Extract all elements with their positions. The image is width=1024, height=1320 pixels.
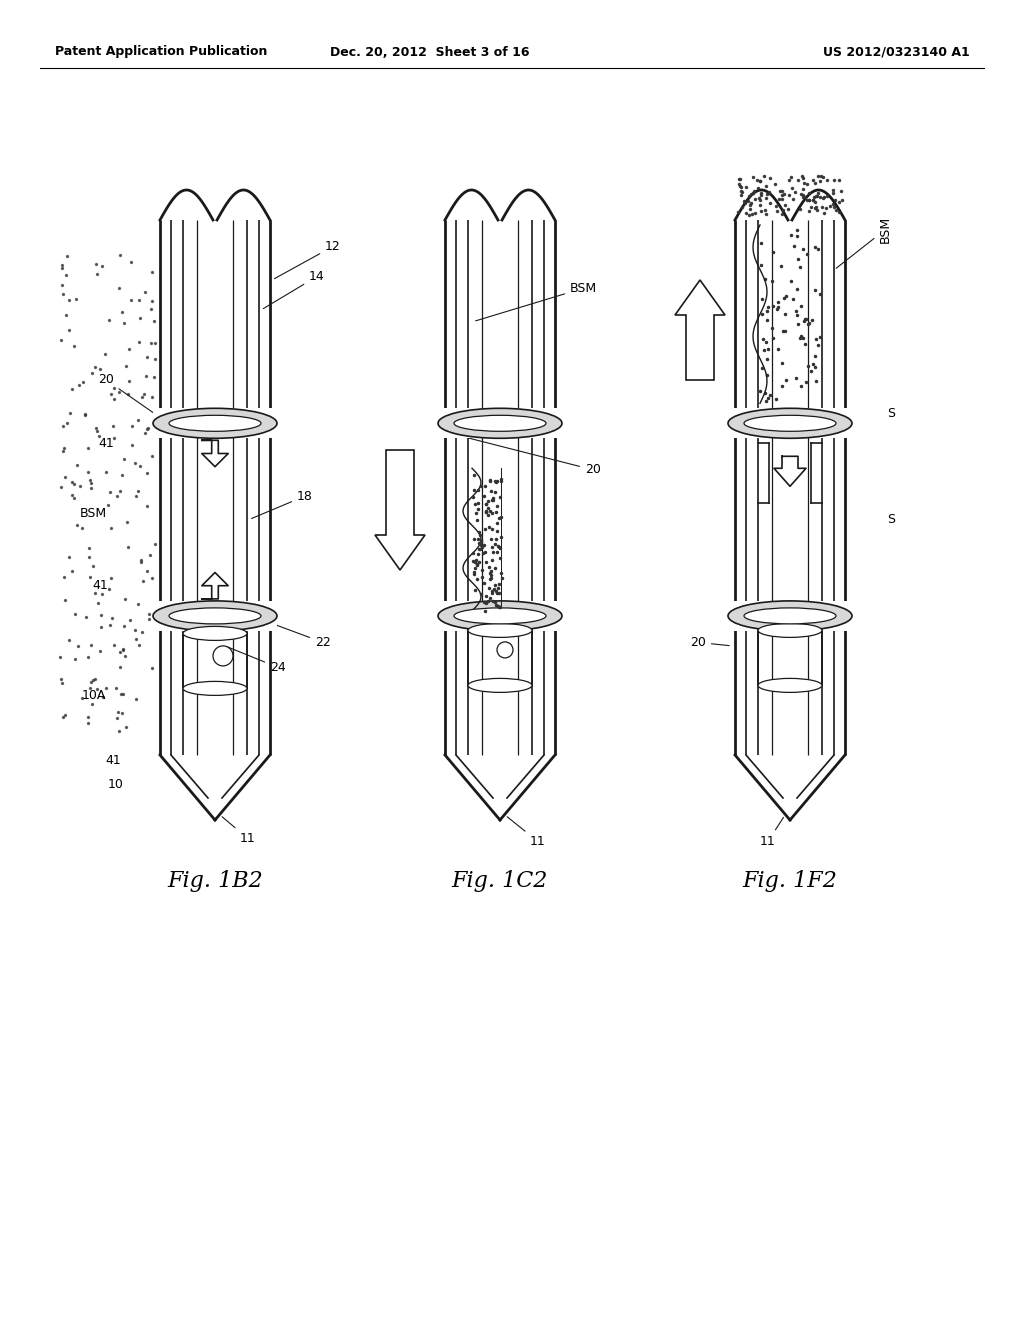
Ellipse shape (454, 416, 546, 432)
Ellipse shape (153, 601, 278, 631)
Text: 18: 18 (252, 490, 313, 519)
Circle shape (497, 642, 513, 657)
Ellipse shape (744, 416, 836, 432)
Text: BSM: BSM (837, 216, 892, 268)
Text: Patent Application Publication: Patent Application Publication (55, 45, 267, 58)
Ellipse shape (169, 609, 261, 624)
Text: Fig. 1F2: Fig. 1F2 (742, 870, 838, 892)
Text: 14: 14 (263, 271, 325, 309)
Polygon shape (375, 450, 425, 570)
Ellipse shape (728, 601, 852, 631)
Bar (728, 601, 852, 631)
Circle shape (213, 645, 233, 665)
Ellipse shape (758, 678, 822, 693)
Text: 20: 20 (690, 636, 729, 649)
Text: BSM: BSM (80, 507, 108, 520)
Bar (438, 601, 562, 631)
Text: 11: 11 (222, 817, 256, 845)
Bar (728, 408, 852, 438)
Text: 24: 24 (227, 647, 286, 675)
Ellipse shape (728, 408, 852, 438)
Text: 12: 12 (274, 240, 341, 279)
Ellipse shape (153, 408, 278, 438)
Bar (438, 408, 562, 438)
Text: 10A: 10A (82, 689, 106, 702)
Bar (153, 601, 278, 631)
Text: US 2012/0323140 A1: US 2012/0323140 A1 (823, 45, 970, 58)
Text: 41: 41 (98, 437, 114, 450)
Text: S: S (887, 407, 895, 420)
Ellipse shape (183, 681, 247, 696)
Text: 20: 20 (453, 434, 601, 477)
Text: 11: 11 (760, 817, 783, 847)
Text: Fig. 1C2: Fig. 1C2 (452, 870, 548, 892)
Ellipse shape (438, 408, 562, 438)
Ellipse shape (183, 627, 247, 640)
Text: S: S (887, 513, 895, 527)
Polygon shape (675, 280, 725, 380)
Ellipse shape (468, 623, 532, 638)
Text: 22: 22 (267, 622, 331, 649)
Text: Fig. 1B2: Fig. 1B2 (167, 870, 263, 892)
Ellipse shape (468, 678, 532, 693)
Ellipse shape (758, 623, 822, 638)
Text: 41: 41 (105, 754, 121, 767)
Text: 41: 41 (92, 579, 108, 593)
Text: 11: 11 (507, 817, 546, 847)
Bar (153, 408, 278, 438)
Text: 20: 20 (98, 374, 155, 413)
Text: BSM: BSM (476, 281, 597, 321)
Text: 10: 10 (108, 779, 124, 792)
Ellipse shape (454, 609, 546, 624)
Ellipse shape (744, 609, 836, 624)
Ellipse shape (169, 416, 261, 432)
Text: Dec. 20, 2012  Sheet 3 of 16: Dec. 20, 2012 Sheet 3 of 16 (331, 45, 529, 58)
Ellipse shape (438, 601, 562, 631)
